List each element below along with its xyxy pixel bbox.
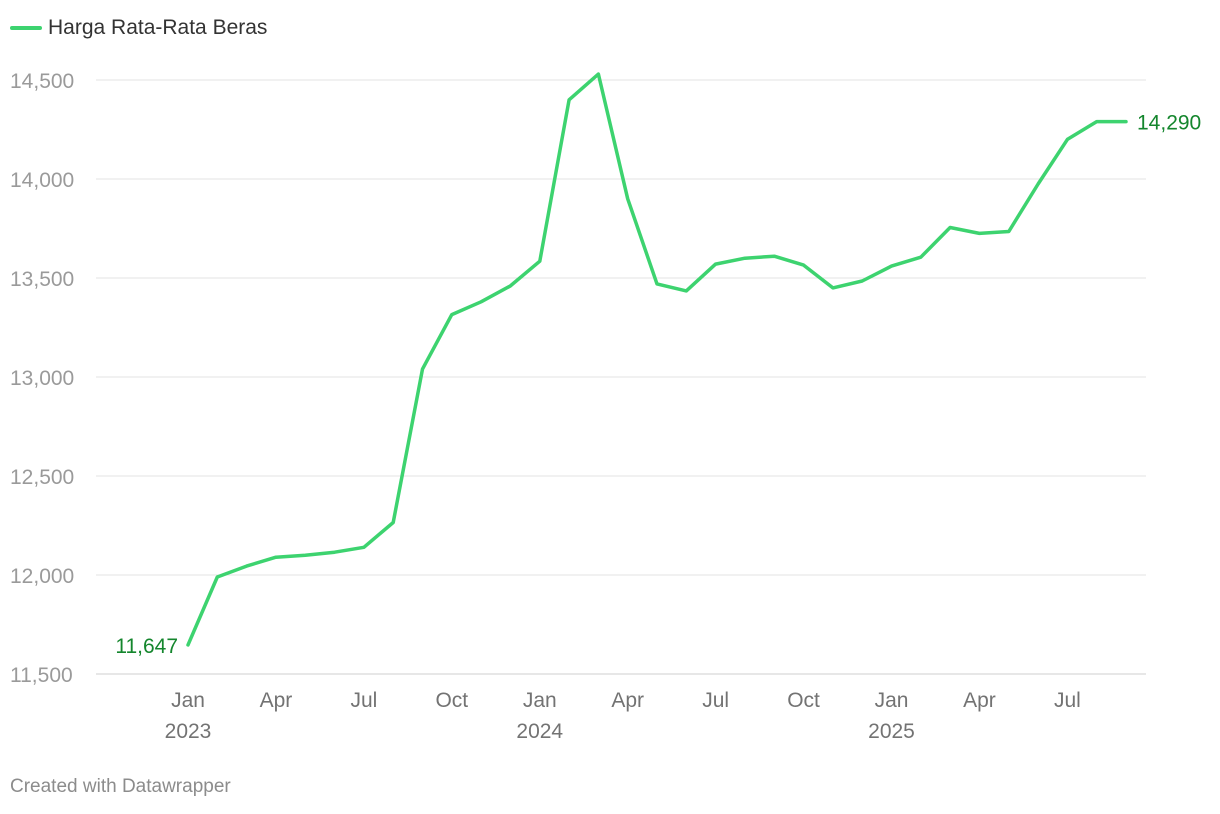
x-tick-label: Jan: [171, 689, 205, 712]
x-tick-label: Jan: [875, 689, 909, 712]
y-tick-label: 14,500: [10, 70, 74, 93]
series-line: [186, 72, 1128, 647]
x-tick-label: Apr: [963, 689, 996, 712]
x-tick-label: Apr: [260, 689, 293, 712]
end-value-label: 14,290: [1137, 112, 1201, 135]
x-tick-year-label: 2024: [516, 720, 563, 743]
x-tick-label: Jan: [523, 689, 557, 712]
legend-label: Harga Rata-Rata Beras: [48, 16, 268, 39]
x-tick-year-label: 2025: [868, 720, 915, 743]
x-tick-year-label: 2023: [165, 720, 212, 743]
line-chart: 11,500 12,000 12,500 13,000 13,500 14,000 14,5…: [10, 70, 1201, 743]
x-tick-label: Jul: [702, 689, 729, 712]
y-tick-label: 13,500: [10, 268, 74, 291]
y-tick-label: 14,000: [10, 169, 74, 192]
y-tick-label: 12,500: [10, 466, 74, 489]
y-tick-label: 12,000: [10, 565, 74, 588]
x-tick-label: Apr: [611, 689, 644, 712]
y-tick-label: 11,500: [10, 664, 73, 687]
footer-credit: Created with Datawrapper: [10, 776, 231, 797]
x-tick-label: Jul: [1054, 689, 1081, 712]
x-tick-label: Oct: [435, 689, 468, 712]
x-tick-label: Jul: [350, 689, 377, 712]
y-tick-label: 13,000: [10, 367, 74, 390]
x-tick-label: Oct: [787, 689, 820, 712]
start-value-label: 11,647: [115, 635, 178, 658]
chart-legend: Harga Rata-Rata Beras: [10, 14, 267, 42]
legend-swatch: [10, 26, 42, 30]
